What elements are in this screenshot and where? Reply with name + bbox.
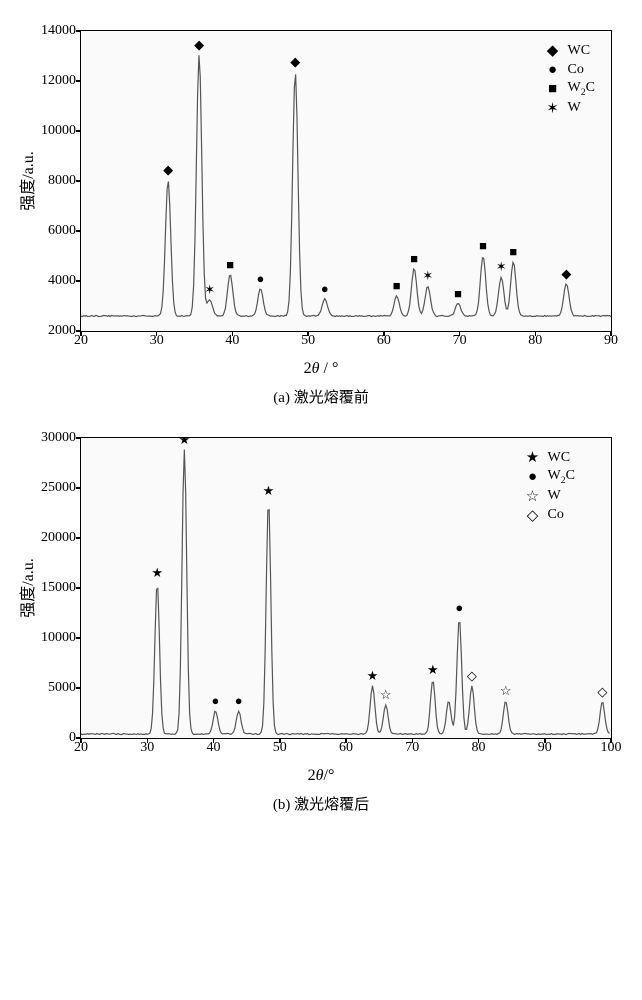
legend-row: ● W2C [524, 468, 575, 487]
xtheta-a: θ [312, 360, 320, 377]
legend-symbol: ✶ [544, 100, 562, 118]
legend-symbol: ● [524, 468, 542, 486]
plot-area-a: ◆◆✶■●◆●■■✶■■✶■◆ [81, 31, 611, 331]
xtheta-b: θ [316, 767, 324, 784]
x-ticks-b: 2030405060708090100 [81, 740, 611, 760]
xunit-b: /° [324, 767, 335, 784]
legend-row: ☆W [524, 488, 575, 506]
legend-symbol: ● [544, 61, 562, 79]
x-axis-title-a: 2θ / ° [10, 360, 632, 378]
y-tick-label: 4000 [21, 273, 76, 289]
legend-symbol: ■ [544, 80, 562, 98]
y-tick-label: 5000 [21, 680, 76, 696]
y-tick-label: 8000 [21, 173, 76, 189]
y-tick-label: 25000 [21, 480, 76, 496]
legend-row: ◆ WC [544, 42, 595, 60]
legend-label: W2C [568, 80, 595, 99]
y-tick-label: 10000 [21, 123, 76, 139]
x-ticks-a: 2030405060708090 [81, 333, 611, 353]
legend-symbol: ◇ [524, 507, 542, 525]
xprefix-b: 2 [308, 767, 316, 784]
legend-a: ◆WC●Co■W2C✶W [538, 37, 601, 123]
y-tick-label: 2000 [21, 323, 76, 339]
y-ticks-a: 2000400060008000100001200014000 [21, 31, 76, 331]
y-tick-label: 10000 [21, 630, 76, 646]
legend-label: Co [548, 507, 564, 524]
legend-row: ◇ Co [524, 507, 575, 525]
y-tick-label: 6000 [21, 223, 76, 239]
xprefix-a: 2 [304, 360, 312, 377]
chart-b-frame: 强度/a.u. 050001000015000200002500030000 2… [80, 437, 612, 739]
y-ticks-b: 050001000015000200002500030000 [21, 438, 76, 738]
legend-label: W [548, 488, 561, 505]
y-tick-label: 15000 [21, 580, 76, 596]
xunit-a: / ° [320, 360, 339, 377]
legend-row: ● Co [544, 61, 595, 79]
legend-label: W [568, 100, 581, 117]
caption-b: (b) 激光熔覆后 [10, 793, 632, 814]
legend-symbol: ◆ [544, 42, 562, 60]
legend-row: ■ W2C [544, 80, 595, 99]
y-tick-label: 20000 [21, 530, 76, 546]
chart-a-frame: 强度/a.u. 2000400060008000100001200014000 … [80, 30, 612, 332]
caption-a: (a) 激光熔覆前 [10, 386, 632, 407]
legend-b: ★WC●W2C☆W◇Co [518, 444, 581, 530]
legend-label: WC [568, 43, 591, 60]
legend-label: Co [568, 62, 584, 79]
y-tick-label: 12000 [21, 73, 76, 89]
chart-a: 强度/a.u. 2000400060008000100001200014000 … [10, 30, 632, 407]
chart-b: 强度/a.u. 050001000015000200002500030000 2… [10, 437, 632, 814]
y-tick-label: 30000 [21, 430, 76, 446]
x-axis-title-b: 2θ/° [10, 767, 632, 785]
legend-symbol: ☆ [524, 488, 542, 506]
legend-label: W2C [548, 468, 575, 487]
legend-row: ★ WC [524, 449, 575, 467]
legend-symbol: ★ [524, 449, 542, 467]
legend-label: WC [548, 450, 571, 467]
y-tick-label: 14000 [21, 23, 76, 39]
y-tick-label: 0 [21, 730, 76, 746]
legend-row: ✶W [544, 100, 595, 118]
